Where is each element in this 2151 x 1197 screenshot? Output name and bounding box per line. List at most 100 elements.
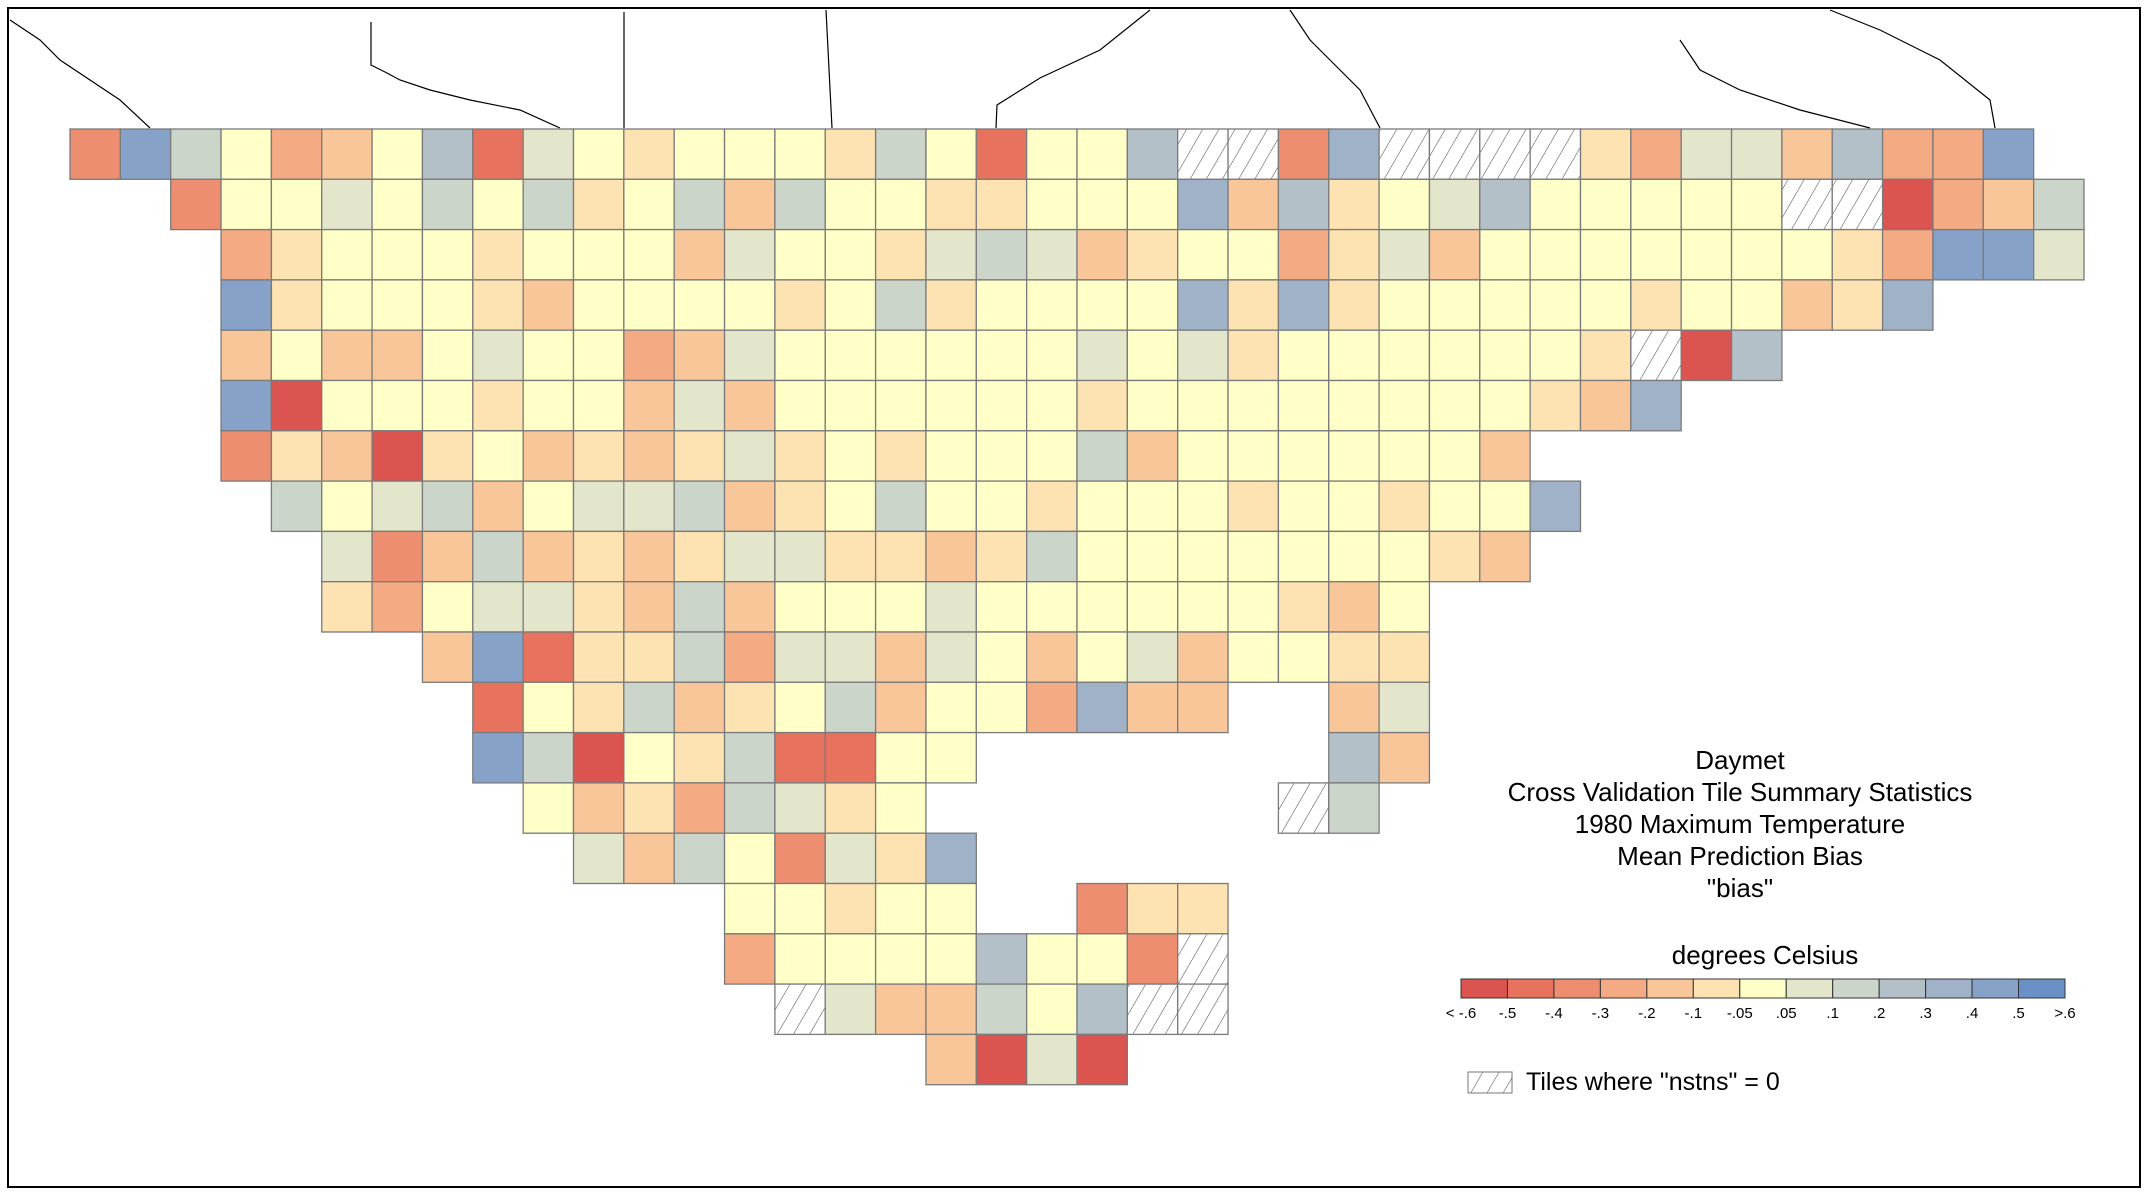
tile [220,228,273,281]
tile [623,279,675,331]
tile [824,480,877,533]
tile [1378,279,1431,331]
tile [1328,430,1380,482]
tile [1126,178,1179,231]
tile [1630,178,1682,231]
tile-no-stations [1378,128,1431,180]
tile [371,379,424,432]
tile [975,480,1028,533]
tile [1428,329,1481,382]
tile [824,983,877,1036]
tile [774,228,826,281]
tile [925,228,977,281]
tile [824,279,877,331]
tile [1126,279,1179,331]
tile [874,329,927,382]
tile [1730,178,1783,231]
tile [1781,279,1833,331]
tile [522,782,575,834]
legend-swatch [1739,978,1787,999]
tile [522,480,575,533]
tile [1227,279,1280,331]
tile [1126,681,1179,734]
tile [270,228,323,281]
tile [874,731,927,784]
tile [1378,228,1431,281]
tile-no-stations [1277,782,1330,834]
tile [723,681,776,734]
tile [774,379,826,432]
tile [472,329,524,382]
tile [1277,279,1330,331]
tile [774,430,826,482]
tile [1479,430,1531,482]
tile [874,581,927,633]
tile [925,430,977,482]
tile [1026,581,1078,633]
tile [1227,178,1280,231]
tile [824,178,877,231]
tile [1881,128,1934,180]
tile [371,480,424,533]
tile [1277,480,1330,533]
tile [1277,631,1330,683]
tile [824,128,877,180]
tile [1076,430,1128,482]
tile [1177,430,1229,482]
tile [1328,530,1380,583]
tile [723,530,776,583]
tile [1579,178,1632,231]
tile [1428,379,1481,432]
tile [673,379,726,432]
tile [1932,228,1984,281]
tile [874,530,927,583]
tile [421,178,474,231]
tile [572,731,625,784]
tile [774,178,826,231]
tile [1126,882,1179,935]
tile [472,480,524,533]
tile [69,128,121,180]
tile [874,279,927,331]
tile [522,379,575,432]
tile [321,279,373,331]
tile-no-stations [774,983,826,1036]
tile [1479,329,1531,382]
tile [623,681,675,734]
tile [1076,228,1128,281]
tile [1227,379,1280,432]
tile [1378,480,1431,533]
tile [1378,731,1431,784]
tile [1227,530,1280,583]
tile [1076,128,1128,180]
tile [824,933,877,985]
tile [975,681,1028,734]
tile [673,832,726,885]
tile [925,731,977,784]
tile [874,228,927,281]
tile [673,480,726,533]
tile [220,279,273,331]
tile-no-stations [1227,128,1280,180]
legend-swatch [1692,978,1741,999]
tile [371,430,424,482]
tile [975,430,1028,482]
tile [522,279,575,331]
tile [824,631,877,683]
legend-tick-label: .5 [2012,1005,2025,1022]
tile [1277,430,1330,482]
legend-swatch [1599,978,1648,999]
tile [874,933,927,985]
tile [1982,178,2035,231]
tile [774,681,826,734]
tile [1177,631,1229,683]
tile [421,228,474,281]
tile [1076,1033,1128,1086]
tile [1076,631,1128,683]
tile [1328,279,1380,331]
tile [572,178,625,231]
tile [774,128,826,180]
legend-swatch [1832,978,1880,999]
tile [1227,631,1280,683]
legend-tick-label: -.1 [1684,1005,1703,1022]
